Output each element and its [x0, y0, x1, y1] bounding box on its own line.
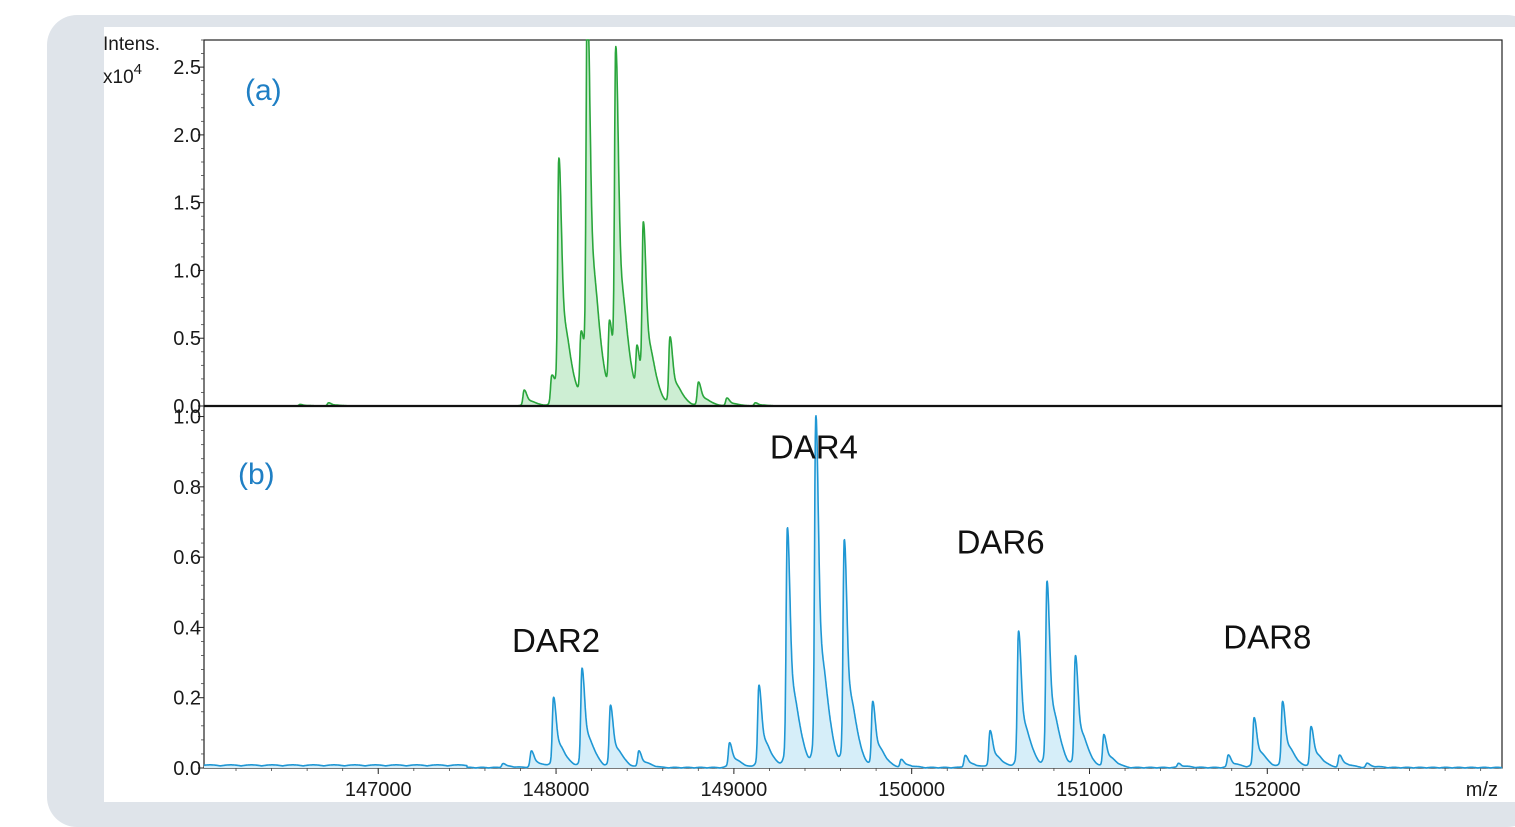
- spectrum-fill-b: [204, 415, 1502, 768]
- panel-a-frame: [203, 39, 1503, 407]
- y-tick-label: 2.0: [173, 125, 201, 147]
- y-tick-label: 0.4: [173, 617, 201, 639]
- x-tick-label: 151000: [1056, 779, 1123, 801]
- peak-label-dar6: DAR6: [957, 524, 1045, 561]
- spectrum-fill-a: [204, 40, 1502, 406]
- series-layer: [203, 39, 1503, 769]
- x-axis-title: m/z: [1466, 779, 1498, 801]
- y-tick-label: 1.0: [173, 407, 201, 429]
- peak-label-dar2: DAR2: [512, 622, 600, 659]
- y-tick-label: 1.0: [173, 260, 201, 282]
- spectrum-line-a: [203, 39, 1503, 407]
- plot-area: [104, 27, 1515, 802]
- peak-annotations: DAR2 DAR4 DAR6 DAR8: [512, 429, 1311, 659]
- y-tick-label: 0.8: [173, 477, 201, 499]
- y-tick-label: 0.2: [173, 688, 201, 710]
- y-tick-label: 0.5: [173, 328, 201, 350]
- x-tick-label: 148000: [523, 779, 590, 801]
- panel-b-label: (b): [238, 458, 275, 491]
- spectrum-line-b: [203, 415, 1503, 769]
- x-tick-label: 149000: [700, 779, 767, 801]
- y-tick-label: 1.5: [173, 193, 201, 215]
- panel-a-label: (a): [245, 74, 282, 107]
- x-tick-label: 147000: [345, 779, 412, 801]
- peak-label-dar4: DAR4: [770, 429, 858, 466]
- x-tick-label: 152000: [1234, 779, 1301, 801]
- y-tick-label: 0.6: [173, 547, 201, 569]
- y-axis-exponent: x104: [103, 61, 142, 88]
- y-tick-label: 0.0: [173, 396, 201, 418]
- x-tick-label: 150000: [878, 779, 945, 801]
- y-axis-title: Intens.: [103, 34, 160, 55]
- y-tick-label: 2.5: [173, 57, 201, 79]
- peak-label-dar8: DAR8: [1223, 619, 1311, 656]
- y-tick-label: 0.0: [173, 758, 201, 780]
- axis-ticks: 0.0 0.5 1.0 1.5 2.0 2.5 0.0 0.2 0.4 0.6 0.8 1.0 1470…: [173, 39, 1482, 801]
